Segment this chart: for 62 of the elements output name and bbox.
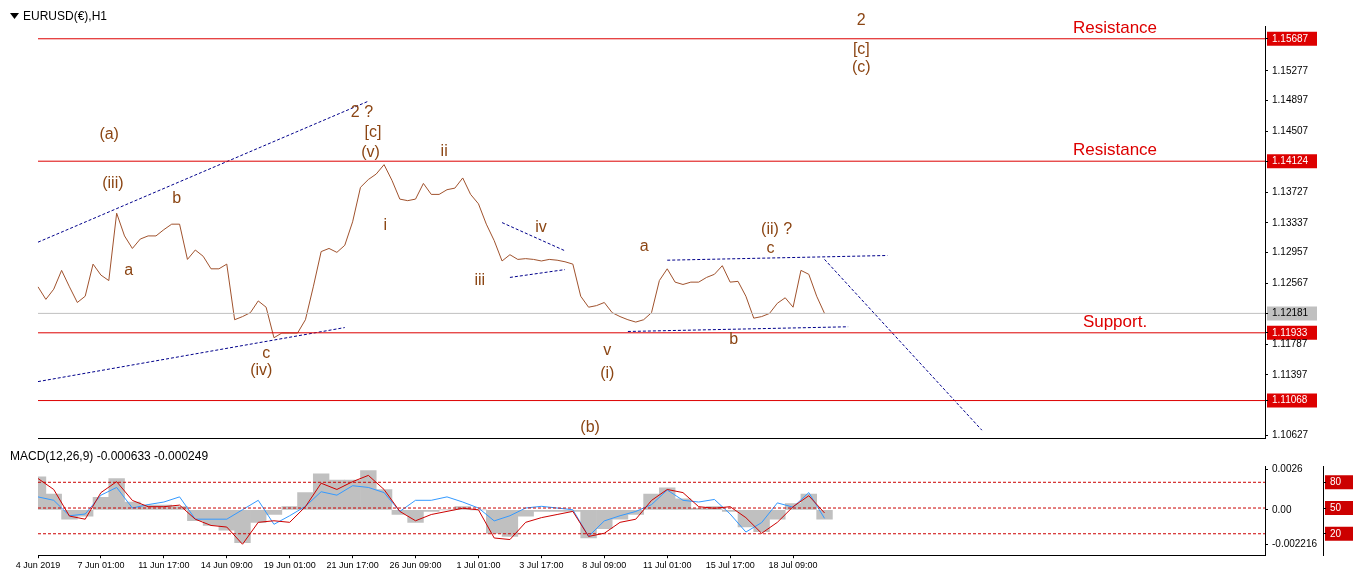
y-tick-label: 1.14897	[1272, 94, 1309, 106]
annotation: (v)	[361, 143, 380, 161]
annotation: i	[383, 216, 388, 234]
x-tick-label: 11 Jun 17:00	[138, 560, 190, 571]
y-tick-label: -0.002216	[1272, 538, 1318, 550]
annotation: b	[172, 189, 182, 207]
x-tick-label: 1 Jul 01:00	[456, 560, 501, 571]
y-tick-label: 1.11068	[1272, 394, 1308, 406]
y-tick-label: 1.11397	[1272, 368, 1308, 380]
y2-tick-label: 50	[1330, 501, 1342, 513]
annotation: (c)	[851, 58, 871, 76]
ref-line-label: Resistance	[1072, 17, 1158, 37]
y-tick-label: 1.12957	[1272, 246, 1309, 258]
x-tick-label: 21 Jun 17:00	[326, 560, 379, 571]
annotation: (iv)	[250, 360, 273, 378]
annotation: c	[766, 238, 775, 256]
annotation: (i)	[600, 363, 615, 381]
y-tick-label: 0.0026	[1272, 462, 1304, 474]
annotation: b	[729, 330, 739, 348]
annotation: iv	[535, 218, 547, 236]
x-tick-label: 7 Jun 01:00	[77, 560, 125, 571]
annotation: (a)	[99, 124, 119, 142]
y-tick-label: 1.14124	[1272, 154, 1309, 166]
annotation: (ii) ?	[761, 220, 793, 238]
y-tick-label: 1.10627	[1272, 428, 1309, 440]
annotation: (b)	[580, 418, 600, 436]
y-tick-label: 1.11933	[1272, 326, 1308, 338]
x-tick-label: 11 Jul 01:00	[643, 560, 692, 571]
x-tick-label: 3 Jul 17:00	[519, 560, 564, 571]
y-tick-label: 1.15277	[1272, 64, 1309, 76]
ref-line-label: Resistance	[1072, 140, 1158, 160]
annotation: 2 ?	[350, 102, 374, 120]
x-tick-label: 18 Jul 09:00	[768, 560, 818, 571]
y-tick-label: 1.13337	[1272, 216, 1309, 228]
y-tick-label: 1.14507	[1272, 124, 1309, 136]
y-tick-label: 1.11787	[1272, 337, 1308, 349]
chart-title: MACD(12,26,9) -0.000633 -0.000249	[10, 449, 209, 463]
y2-tick-label: 20	[1330, 527, 1342, 539]
annotation: 2	[856, 11, 866, 29]
annotation: a	[639, 236, 649, 254]
annotation: a	[124, 260, 134, 278]
ref-line-label: Support.	[1082, 311, 1148, 331]
annotation: (iii)	[102, 173, 124, 191]
y-tick-label: 1.15687	[1272, 32, 1309, 44]
chart-title: EURUSD(€),H1	[23, 9, 108, 23]
annotation: ii	[440, 142, 448, 160]
annotation: c	[262, 344, 271, 362]
annotation: [c]	[364, 122, 382, 140]
annotation: iii	[474, 271, 486, 289]
y-tick-label: 1.12567	[1272, 276, 1309, 288]
x-tick-label: 19 Jun 01:00	[263, 560, 316, 571]
y-tick-label: 0.00	[1272, 503, 1292, 515]
x-tick-label: 8 Jul 09:00	[582, 560, 627, 571]
x-tick-label: 15 Jul 17:00	[705, 560, 755, 571]
y2-tick-label: 80	[1330, 476, 1342, 488]
y-tick-label: 1.13727	[1272, 186, 1309, 198]
annotation: v	[603, 341, 612, 359]
y-tick-label: 1.12181	[1272, 307, 1309, 319]
x-tick-label: 14 Jun 09:00	[200, 560, 253, 571]
x-tick-label: 26 Jun 09:00	[389, 560, 442, 571]
annotation: [c]	[852, 40, 870, 58]
x-tick-label: 4 Jun 2019	[15, 560, 61, 571]
